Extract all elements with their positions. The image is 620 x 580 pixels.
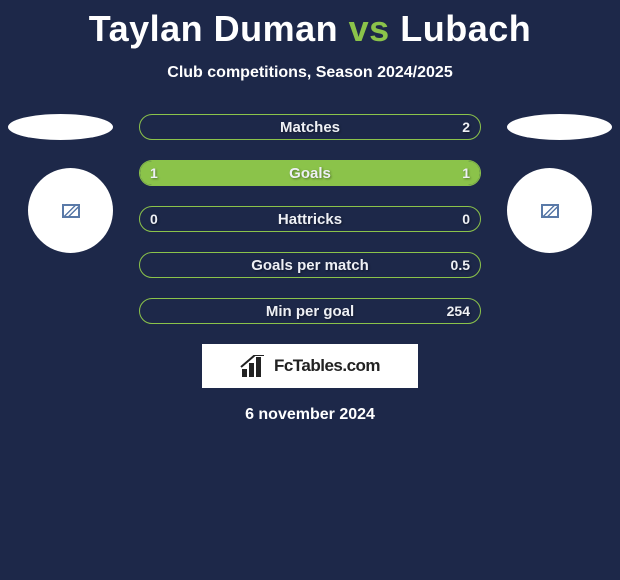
- stat-row: 0 Hattricks 0: [139, 206, 481, 232]
- player2-name: Lubach: [400, 8, 531, 49]
- stat-row: Goals per match 0.5: [139, 252, 481, 278]
- vs-word: vs: [349, 8, 390, 49]
- logo-text: FcTables.com: [274, 356, 380, 376]
- stat-right-value: 254: [447, 303, 470, 319]
- image-placeholder-icon: [541, 204, 559, 218]
- stat-row: 1 Goals 1: [139, 160, 481, 186]
- right-avatar-placeholder: [507, 168, 592, 253]
- left-flag-placeholder: [8, 114, 113, 140]
- stat-label: Goals: [140, 165, 480, 182]
- stat-right-value: 1: [462, 165, 470, 181]
- stat-label: Min per goal: [140, 303, 480, 320]
- page-title: Taylan Duman vs Lubach: [0, 0, 620, 50]
- stat-row: Matches 2: [139, 114, 481, 140]
- stat-label: Hattricks: [140, 211, 480, 228]
- date-line: 6 november 2024: [0, 406, 620, 424]
- logo-box: FcTables.com: [202, 344, 418, 388]
- stat-right-value: 2: [462, 119, 470, 135]
- left-avatar-placeholder: [28, 168, 113, 253]
- player1-name: Taylan Duman: [89, 8, 338, 49]
- stat-right-value: 0.5: [451, 257, 470, 273]
- right-flag-placeholder: [507, 114, 612, 140]
- stat-right-value: 0: [462, 211, 470, 227]
- stats-rows: Matches 2 1 Goals 1 0 Hattricks 0 Goals …: [139, 114, 481, 324]
- comparison-block: Matches 2 1 Goals 1 0 Hattricks 0 Goals …: [0, 114, 620, 424]
- bar-chart-icon: [240, 355, 268, 377]
- subtitle: Club competitions, Season 2024/2025: [0, 64, 620, 82]
- stat-label: Goals per match: [140, 257, 480, 274]
- image-placeholder-icon: [62, 204, 80, 218]
- stat-row: Min per goal 254: [139, 298, 481, 324]
- stat-label: Matches: [140, 119, 480, 136]
